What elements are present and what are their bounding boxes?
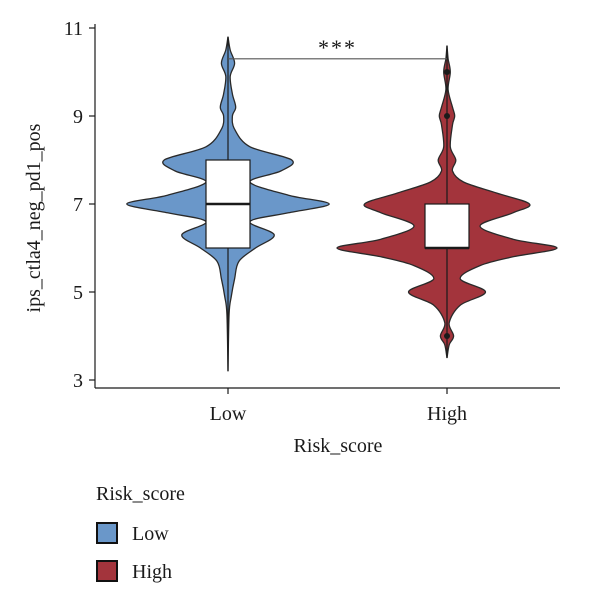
legend-label: Low bbox=[132, 523, 169, 545]
y-axis: 3 5 7 9 11 bbox=[64, 18, 96, 392]
x-axis-title: Risk_score bbox=[294, 435, 383, 457]
significance-label: *** bbox=[318, 35, 357, 60]
legend: Risk_score Low High bbox=[96, 483, 185, 583]
x-ticks: Low High bbox=[210, 388, 467, 425]
y-tick-label: 11 bbox=[64, 18, 83, 40]
x-axis: Low High bbox=[95, 387, 560, 425]
violin-low bbox=[126, 36, 330, 372]
y-tick-label: 7 bbox=[73, 194, 83, 216]
y-tick-label: 5 bbox=[73, 282, 83, 304]
outlier-point bbox=[444, 113, 450, 119]
legend-title: Risk_score bbox=[96, 483, 185, 505]
legend-swatch bbox=[96, 522, 118, 544]
box bbox=[424, 203, 470, 249]
y-ticks: 3 5 7 9 11 bbox=[64, 18, 95, 392]
significance-annotation: *** bbox=[228, 35, 447, 60]
legend-items: Low High bbox=[96, 522, 172, 583]
violin-high bbox=[336, 45, 558, 359]
x-tick-label: High bbox=[427, 403, 467, 425]
legend-item-low: Low bbox=[96, 522, 169, 545]
y-axis-title: ips_ctla4_neg_pd1_pos bbox=[23, 123, 45, 312]
outlier-point bbox=[444, 69, 450, 75]
x-tick-label: Low bbox=[210, 403, 247, 425]
legend-item-high: High bbox=[96, 560, 172, 583]
y-tick-label: 9 bbox=[73, 106, 83, 128]
legend-label: High bbox=[132, 561, 172, 583]
legend-swatch bbox=[96, 560, 118, 582]
outlier-point bbox=[444, 333, 450, 339]
violins bbox=[126, 36, 558, 372]
y-tick-label: 3 bbox=[73, 370, 83, 392]
